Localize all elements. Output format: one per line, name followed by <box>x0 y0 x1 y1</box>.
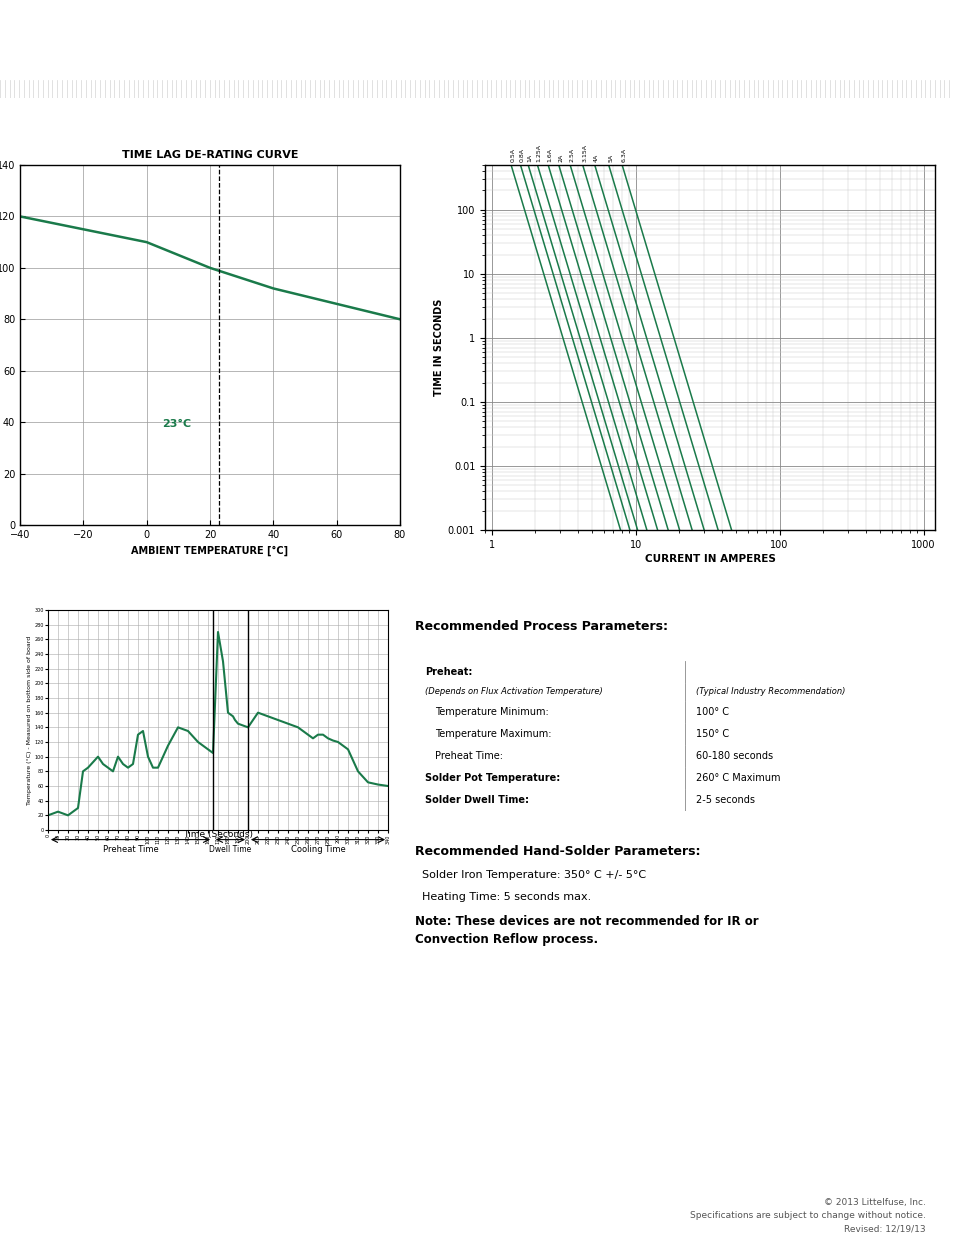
Text: © 2013 Littelfuse, Inc.: © 2013 Littelfuse, Inc. <box>822 1198 924 1207</box>
Text: 2.5A: 2.5A <box>569 148 574 162</box>
Text: 0.5A: 0.5A <box>510 148 515 162</box>
Text: 2A: 2A <box>558 153 562 162</box>
Text: Temperature Maximum:: Temperature Maximum: <box>435 729 552 739</box>
Text: Radial Lead Fuses: Radial Lead Fuses <box>248 16 487 40</box>
Text: 0.8A: 0.8A <box>519 148 524 162</box>
Text: 3.15A: 3.15A <box>581 143 586 162</box>
Text: Preheat:: Preheat: <box>425 667 472 677</box>
Text: Average Time Current Curves: Average Time Current Curves <box>479 136 685 149</box>
Bar <box>10 6 195 74</box>
Text: 6.3A: 6.3A <box>620 148 626 162</box>
Text: 1.6A: 1.6A <box>547 148 552 162</box>
Text: Temperature Rerating Curve: Temperature Rerating Curve <box>23 136 222 149</box>
Text: Heating Time: 5 seconds max.: Heating Time: 5 seconds max. <box>415 892 591 902</box>
Text: Time (Seconds): Time (Seconds) <box>183 830 253 839</box>
Text: 100° C: 100° C <box>695 706 728 718</box>
Title: TIME LAG DE-RATING CURVE: TIME LAG DE-RATING CURVE <box>122 151 298 161</box>
Text: 23°C: 23°C <box>162 420 192 430</box>
X-axis label: CURRENT IN AMPERES: CURRENT IN AMPERES <box>644 553 775 564</box>
Text: 2-5 seconds: 2-5 seconds <box>695 795 754 805</box>
Text: 260° C Maximum: 260° C Maximum <box>695 773 780 783</box>
Text: Note: These devices are not recommended for IR or: Note: These devices are not recommended … <box>415 915 758 929</box>
Text: 1A: 1A <box>527 153 532 162</box>
Text: (Typical Industry Recommendation): (Typical Industry Recommendation) <box>695 688 844 697</box>
Text: 1.25A: 1.25A <box>537 143 541 162</box>
Text: Solder Dwell Time:: Solder Dwell Time: <box>425 795 529 805</box>
Text: Convection Reflow process.: Convection Reflow process. <box>415 934 598 946</box>
Text: Solder Iron Temperature: 350° C +/- 5°C: Solder Iron Temperature: 350° C +/- 5°C <box>415 871 645 881</box>
Y-axis label: TIME IN SECONDS: TIME IN SECONDS <box>434 299 443 396</box>
Text: Preheat Time:: Preheat Time: <box>435 751 503 761</box>
X-axis label: AMBIENT TEMPERATURE [°C]: AMBIENT TEMPERATURE [°C] <box>132 546 288 556</box>
Text: Specifications are subject to change without notice.: Specifications are subject to change wit… <box>689 1212 924 1220</box>
Text: 150° C: 150° C <box>695 729 728 739</box>
Text: 4A: 4A <box>594 153 598 162</box>
Text: 5A: 5A <box>607 153 613 162</box>
Text: Dwell Time: Dwell Time <box>209 845 252 853</box>
Text: Temperature Minimum:: Temperature Minimum: <box>435 706 549 718</box>
Y-axis label: Temperature (°C) - Measured on bottom side of board: Temperature (°C) - Measured on bottom si… <box>27 635 31 805</box>
Text: (Depends on Flux Activation Temperature): (Depends on Flux Activation Temperature) <box>425 688 602 697</box>
Text: TE5®  > Time-Lag > 400 Series: TE5® > Time-Lag > 400 Series <box>248 53 470 67</box>
Text: Solder Pot Temperature:: Solder Pot Temperature: <box>425 773 559 783</box>
Text: Soldering Parameters - Wave Soldering: Soldering Parameters - Wave Soldering <box>24 579 300 592</box>
Text: Preheat Time: Preheat Time <box>103 845 158 853</box>
Text: 60-180 seconds: 60-180 seconds <box>695 751 772 761</box>
Text: Lead-Free Recommendation: Lead-Free Recommendation <box>718 643 891 655</box>
Text: Recommended Hand-Solder Parameters:: Recommended Hand-Solder Parameters: <box>415 845 700 858</box>
Text: Recommended Process Parameters:: Recommended Process Parameters: <box>415 620 667 632</box>
Text: Revised: 12/19/13: Revised: 12/19/13 <box>842 1224 924 1233</box>
Text: Cooling Time: Cooling Time <box>291 845 345 853</box>
Text: Expertise Applied  |  Answers Delivered: Expertise Applied | Answers Delivered <box>21 56 172 64</box>
Text: ⚡⚡ Littelfuse®: ⚡⚡ Littelfuse® <box>21 25 145 40</box>
Text: Wave Parameter: Wave Parameter <box>497 643 601 655</box>
